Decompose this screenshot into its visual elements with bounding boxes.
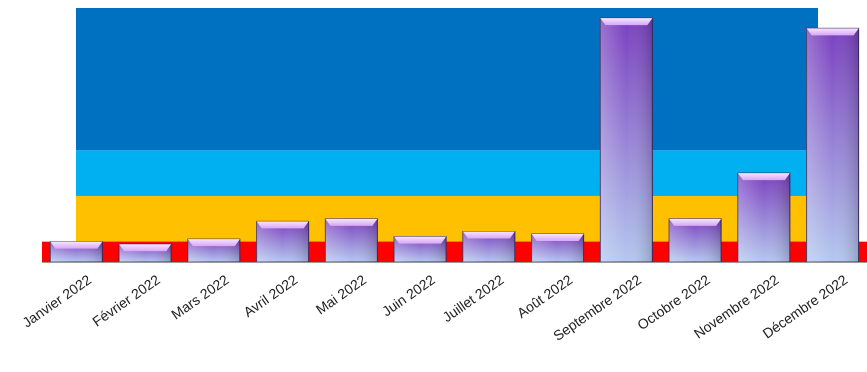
band-3 <box>76 8 818 151</box>
bar-shading <box>806 28 859 262</box>
band-0-extension <box>42 241 867 262</box>
bar-8 <box>531 233 585 263</box>
bar-3 <box>187 238 241 263</box>
x-tick-label: Mai 2022 <box>313 271 370 317</box>
bar-6 <box>393 236 447 263</box>
bar-12 <box>806 27 860 263</box>
x-tick-label: Janvier 2022 <box>19 271 94 330</box>
x-tick-label: Juillet 2022 <box>439 271 506 325</box>
bar-bevel-top <box>50 241 103 249</box>
bars <box>49 17 860 263</box>
bar-10 <box>668 218 722 263</box>
bar-bevel-top <box>119 244 172 252</box>
bar-bevel-top <box>325 218 378 226</box>
bar-bevel-top <box>806 28 859 36</box>
bar-shading <box>325 218 378 262</box>
band-2 <box>76 150 818 196</box>
bar-5 <box>324 218 378 263</box>
bar-bevel-top <box>600 18 653 26</box>
bar-bevel-top <box>531 234 584 242</box>
bar-1 <box>49 241 103 263</box>
bar-11 <box>737 172 791 263</box>
bar-2 <box>118 243 172 263</box>
x-tick-label: Mars 2022 <box>168 271 232 322</box>
bar-bevel-top <box>737 173 790 181</box>
bar-bevel-top <box>187 239 240 247</box>
bar-bevel-top <box>256 221 309 229</box>
x-tick-label: Février 2022 <box>89 271 163 329</box>
x-tick-label: Juin 2022 <box>379 271 438 319</box>
bar-shading <box>737 173 790 262</box>
x-tick-label: Avril 2022 <box>240 271 300 320</box>
bar-7 <box>462 231 516 263</box>
bar-bevel-top <box>669 218 722 226</box>
bar-bevel-top <box>462 231 515 239</box>
bar-shading <box>669 218 722 262</box>
x-tick-label: Août 2022 <box>514 271 576 321</box>
bar-4 <box>256 220 310 263</box>
bar-9 <box>599 17 653 263</box>
bar-shading <box>600 18 653 262</box>
bar-bevel-top <box>394 236 447 244</box>
